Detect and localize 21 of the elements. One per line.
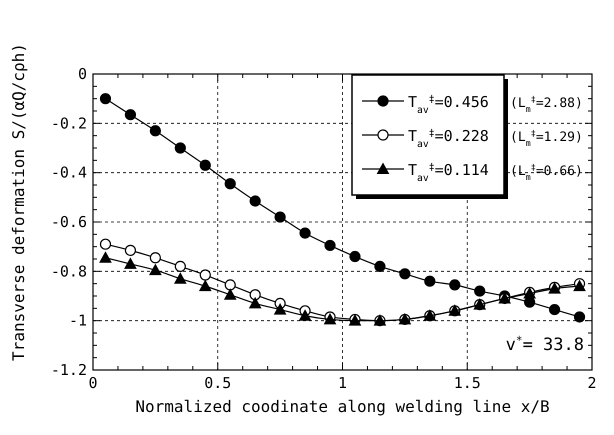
annotation: v$^{*}$= 33.8 [506,334,584,355]
y-tick-label: -0.6 [50,213,87,231]
legend-label: T$_{av}$$^{‡}$=0.228 [408,127,489,150]
y-tick-label: 0 [78,65,87,83]
legend-label: T$_{av}$$^{‡}$=0.114 [408,161,489,184]
x-tick-label: 1.5 [454,374,481,392]
y-tick-label: -0.4 [50,164,87,182]
x-tick-label: 0 [88,374,98,392]
x-tick-label: 2 [587,374,597,392]
x-axis-title: Normalized coodinate along welding line x/B [135,397,550,416]
y-tick-label: -0.2 [50,114,87,132]
annotation: (L$_{m}$$^{‡}$=2.88) [510,94,583,114]
legend-label: T$_{av}$$^{‡}$=0.456 [408,93,489,116]
y-tick-label: -1.2 [50,361,87,379]
y-tick-label: -0.8 [50,262,87,280]
x-tick-label: 0.5 [204,374,232,392]
annotation: (L$_{m}$$^{‡}$=0.66) [510,162,583,182]
y-tick-label: -1 [68,312,87,330]
x-tick-label: 1 [338,374,348,392]
annotation: (L$_{m}$$^{‡}$=1.29) [510,128,583,148]
y-axis-title: Transverse deformation S/(αQ/cρh) [9,43,28,361]
